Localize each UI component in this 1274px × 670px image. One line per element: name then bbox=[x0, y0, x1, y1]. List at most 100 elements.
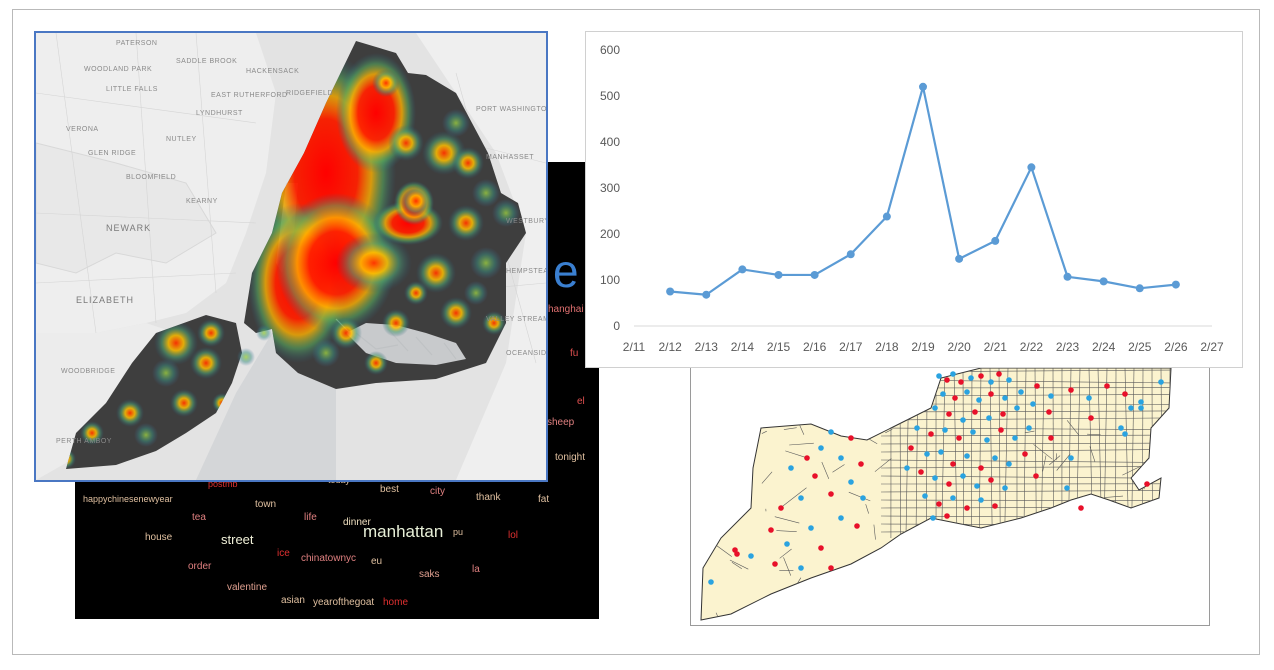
y-tick-label: 100 bbox=[600, 273, 620, 287]
word-cloud-word: thank bbox=[476, 492, 501, 503]
word-cloud-word: fat bbox=[538, 494, 550, 505]
blue-point bbox=[964, 453, 970, 459]
zip-point-map bbox=[700, 368, 1172, 621]
blue-point bbox=[924, 451, 930, 457]
x-tick-label: 2/20 bbox=[947, 340, 971, 354]
red-point bbox=[952, 395, 958, 401]
blue-point bbox=[1048, 393, 1054, 399]
blue-point bbox=[798, 565, 804, 571]
data-point bbox=[1135, 284, 1144, 293]
blue-point bbox=[992, 455, 998, 461]
red-point bbox=[1033, 473, 1039, 479]
red-point bbox=[734, 551, 740, 557]
word-cloud-word: tea bbox=[192, 512, 206, 523]
x-tick-label: 2/23 bbox=[1056, 340, 1080, 354]
red-point bbox=[1104, 383, 1110, 389]
place-label: NEWARK bbox=[106, 223, 151, 233]
blue-point bbox=[942, 427, 948, 433]
place-label: VERONA bbox=[66, 126, 99, 133]
word-cloud-word: pu bbox=[453, 527, 464, 537]
heatmap-panel: PATERSON SADDLE BROOK WOODLAND PARK HACKENS… bbox=[34, 31, 548, 482]
place-label: NUTLEY bbox=[166, 136, 197, 143]
data-point bbox=[955, 254, 964, 263]
x-tick-label: 2/19 bbox=[911, 340, 935, 354]
x-tick-label: 2/13 bbox=[695, 340, 719, 354]
place-label: RIDGEFIELD bbox=[286, 90, 333, 97]
place-label: WESTBURY bbox=[506, 218, 546, 225]
blue-point bbox=[708, 579, 714, 585]
red-point bbox=[996, 371, 1002, 377]
red-point bbox=[992, 503, 998, 509]
word-cloud-word: e bbox=[553, 245, 579, 297]
heatmap-svg: PATERSON SADDLE BROOK WOODLAND PARK HACKENS… bbox=[36, 33, 546, 480]
word-cloud-word: la bbox=[472, 564, 480, 575]
red-point bbox=[1088, 415, 1094, 421]
x-tick-label: 2/16 bbox=[803, 340, 827, 354]
x-tick-label: 2/15 bbox=[767, 340, 791, 354]
word-cloud-word: ice bbox=[277, 548, 290, 559]
x-tick-label: 2/12 bbox=[658, 340, 682, 354]
red-point bbox=[768, 527, 774, 533]
y-tick-label: 0 bbox=[613, 319, 620, 333]
word-cloud-word: shanghai bbox=[543, 304, 584, 315]
blue-point bbox=[1006, 377, 1012, 383]
word-cloud-word: el bbox=[577, 396, 585, 407]
blue-point bbox=[960, 417, 966, 423]
red-point bbox=[1122, 391, 1128, 397]
blue-point bbox=[808, 525, 814, 531]
data-point bbox=[810, 270, 819, 279]
chart-axes: 0 100 200 300 400 500 600 2/11 2/12 2/13 2/14 2/15 2… bbox=[600, 43, 1224, 354]
word-cloud-word: postmb bbox=[208, 479, 238, 489]
y-tick-label: 400 bbox=[600, 135, 620, 149]
blue-point bbox=[1068, 455, 1074, 461]
blue-point bbox=[932, 405, 938, 411]
red-point bbox=[1034, 383, 1040, 389]
blue-point bbox=[818, 445, 824, 451]
blue-point bbox=[1012, 435, 1018, 441]
y-tick-label: 600 bbox=[600, 43, 620, 57]
red-point bbox=[854, 523, 860, 529]
blue-point bbox=[748, 553, 754, 559]
red-point bbox=[812, 473, 818, 479]
red-point bbox=[978, 465, 984, 471]
word-cloud-word: eu bbox=[371, 556, 383, 567]
red-point bbox=[1046, 409, 1052, 415]
place-label: MANHASSET bbox=[486, 154, 534, 161]
red-point bbox=[818, 545, 824, 551]
red-point bbox=[950, 461, 956, 467]
data-point bbox=[1027, 163, 1036, 172]
blue-point bbox=[976, 397, 982, 403]
blue-point bbox=[1026, 425, 1032, 431]
word-cloud-word: order bbox=[188, 561, 212, 572]
red-point bbox=[972, 409, 978, 415]
series-line bbox=[670, 85, 1176, 296]
word-cloud-word: house bbox=[145, 532, 173, 543]
x-tick-label: 2/27 bbox=[1200, 340, 1224, 354]
word-cloud-word: best bbox=[380, 484, 399, 495]
red-point bbox=[958, 379, 964, 385]
red-point bbox=[998, 427, 1004, 433]
blue-point bbox=[936, 373, 942, 379]
x-tick-label: 2/11 bbox=[623, 340, 646, 354]
blue-point bbox=[1064, 485, 1070, 491]
blue-point bbox=[984, 437, 990, 443]
x-tick-label: 2/21 bbox=[984, 340, 1008, 354]
red-point bbox=[1068, 387, 1074, 393]
blue-point bbox=[950, 371, 956, 377]
zip-point-map-panel bbox=[690, 368, 1210, 626]
red-point bbox=[1048, 435, 1054, 441]
place-label: PERTH AMBOY bbox=[56, 438, 112, 445]
blue-point bbox=[1002, 395, 1008, 401]
blue-point bbox=[1138, 405, 1144, 411]
word-cloud-word: life bbox=[304, 512, 317, 523]
place-label: EAST RUTHERFORD bbox=[211, 92, 288, 99]
data-point bbox=[738, 265, 747, 274]
red-point bbox=[988, 391, 994, 397]
red-point bbox=[978, 373, 984, 379]
blue-point bbox=[1138, 399, 1144, 405]
red-point bbox=[1144, 481, 1150, 487]
word-cloud-word: fu bbox=[570, 348, 579, 359]
red-point bbox=[772, 561, 778, 567]
data-point bbox=[774, 270, 783, 279]
word-cloud-word: chinatownyc bbox=[301, 553, 357, 564]
